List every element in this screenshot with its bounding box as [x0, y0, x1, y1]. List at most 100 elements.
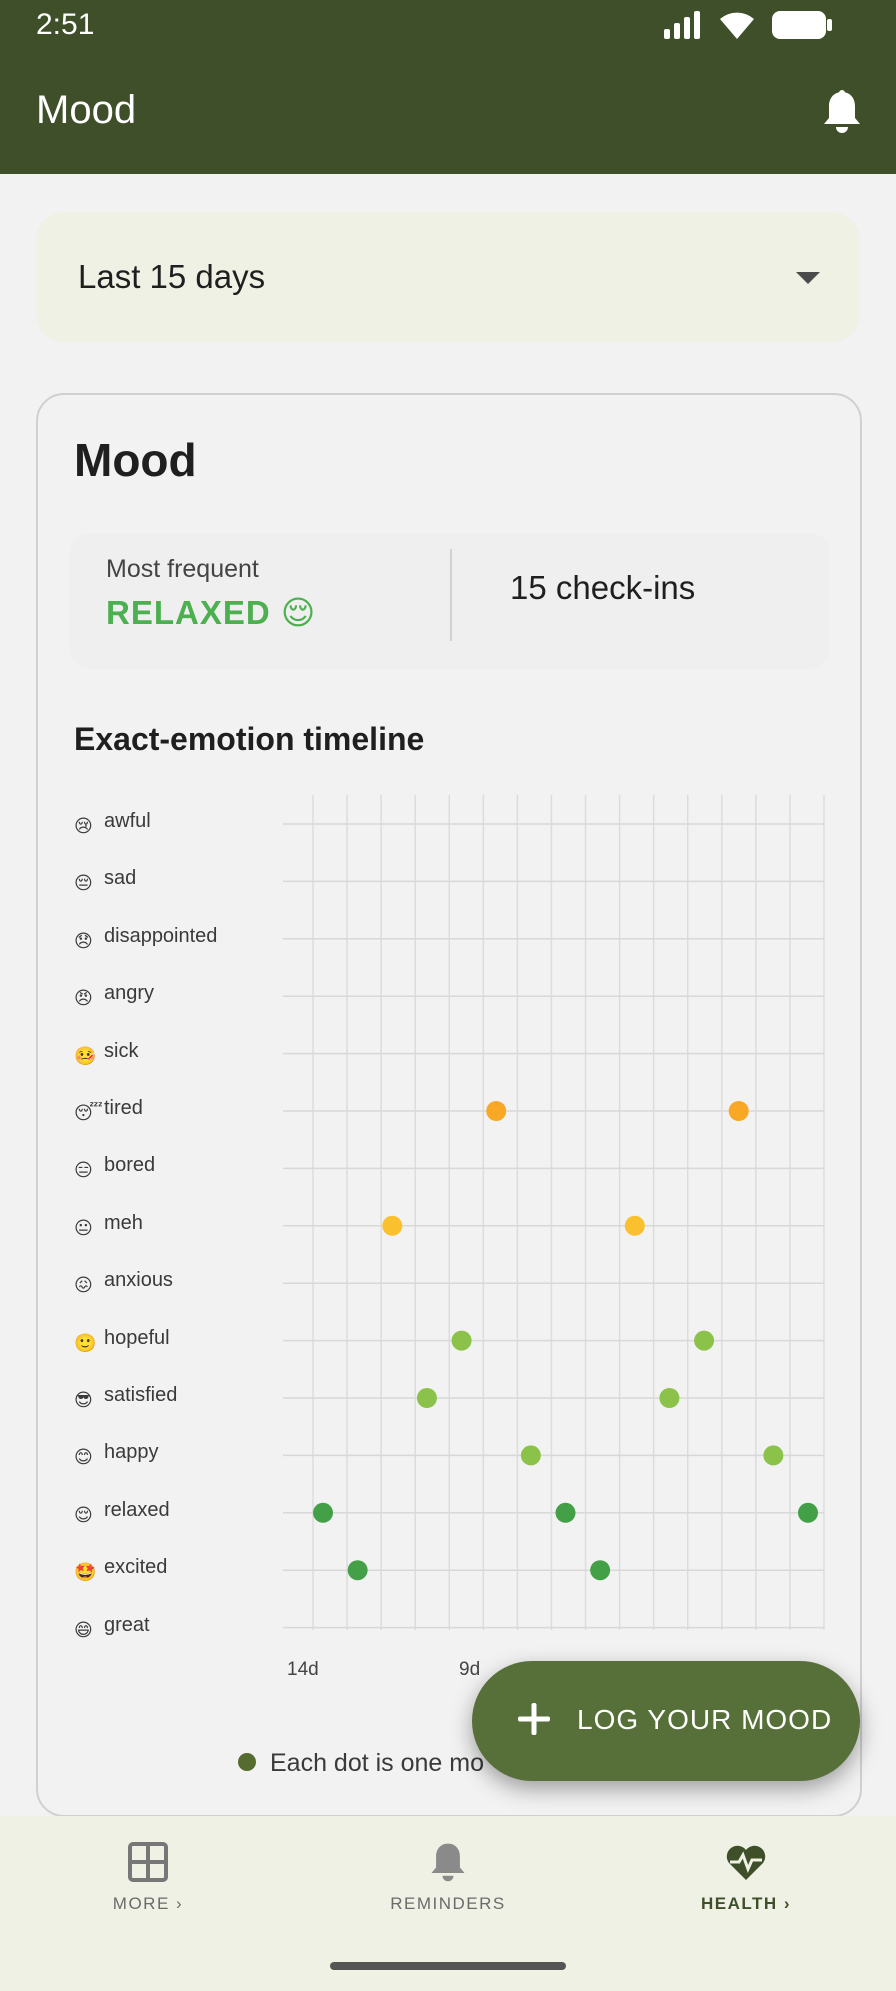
- emotion-name: sick: [104, 1039, 139, 1062]
- emotion-name: meh: [104, 1211, 143, 1234]
- chart-legend: Each dot is one mo: [238, 1749, 484, 1778]
- emotion-label-angry: 😠 angry: [74, 982, 154, 1012]
- mood-point-happy[interactable]: [520, 1445, 541, 1466]
- nav-more-label: MORE: [112, 1894, 170, 1913]
- emotion-name: angry: [104, 982, 155, 1005]
- mood-point-meh[interactable]: [624, 1215, 645, 1236]
- mood-point-satisfied[interactable]: [416, 1388, 437, 1408]
- x-tick-label: 14d: [287, 1659, 319, 1680]
- emotion-label-sick: 🤒 sick: [74, 1040, 138, 1070]
- emotion-label-disappointed: 😞 disappointed: [74, 925, 217, 955]
- emotion-emoji: 🤩: [74, 1562, 97, 1583]
- date-range-dropdown[interactable]: Last 15 days: [36, 212, 860, 342]
- bottom-navigation: MORE › REMINDERS HEALTH ›: [0, 1816, 896, 1991]
- mood-point-relaxed[interactable]: [798, 1502, 818, 1523]
- status-bar: 2:51: [0, 0, 896, 52]
- battery-icon: [772, 11, 832, 39]
- emotion-emoji: 😠: [74, 988, 93, 1009]
- emotion-label-anxious: 😖 anxious: [74, 1269, 173, 1299]
- nav-item-health[interactable]: HEALTH ›: [646, 1840, 846, 1914]
- mood-point-relaxed[interactable]: [313, 1502, 333, 1523]
- status-icons: [664, 10, 832, 40]
- most-frequent-label: Most frequent: [106, 555, 259, 583]
- checkins-count: 15 check-ins: [510, 569, 696, 606]
- emotion-emoji: 😢: [74, 816, 93, 836]
- emotion-emoji: 😔: [74, 873, 93, 894]
- emotion-name: tired: [104, 1097, 143, 1119]
- mood-point-tired[interactable]: [728, 1101, 749, 1121]
- emotion-label-awful: 😢 awful: [74, 810, 151, 840]
- wifi-icon: [720, 12, 754, 39]
- card-title: Mood: [74, 434, 197, 486]
- app-bar: Mood: [0, 52, 896, 174]
- mood-card: Mood Most frequent RELAXED 😌 15 check-in…: [36, 393, 862, 1817]
- grid-icon: [128, 1842, 168, 1882]
- emotion-label-excited: 🤩 excited: [74, 1556, 167, 1586]
- mood-point-excited[interactable]: [347, 1560, 368, 1581]
- emotion-name: sad: [104, 867, 137, 890]
- home-indicator: [330, 1962, 566, 1970]
- emotion-name: anxious: [104, 1269, 173, 1292]
- most-frequent-value: RELAXED 😌: [106, 594, 317, 631]
- emotion-emoji: 🤒: [74, 1045, 97, 1066]
- chevron-down-icon: [796, 272, 820, 284]
- emotion-emoji: 😄: [74, 1619, 93, 1640]
- emotion-name: disappointed: [104, 924, 218, 947]
- stats-divider: [450, 549, 452, 641]
- mood-point-satisfied[interactable]: [659, 1388, 680, 1408]
- emotion-label-hopeful: 🙂 hopeful: [74, 1327, 170, 1357]
- emotion-emoji: 😖: [74, 1275, 93, 1296]
- nav-item-reminders[interactable]: REMINDERS: [348, 1840, 548, 1914]
- emotion-label-satisfied: 😎 satisfied: [74, 1384, 177, 1414]
- mood-point-relaxed[interactable]: [555, 1502, 576, 1523]
- emotion-name: excited: [104, 1556, 168, 1579]
- signal-icon: [664, 11, 700, 39]
- emotion-emoji: 🙂: [74, 1332, 97, 1353]
- mood-point-meh[interactable]: [382, 1215, 403, 1236]
- page-title: Mood: [36, 88, 137, 132]
- emotion-label-sad: 😔 sad: [74, 867, 136, 897]
- x-tick-label: 9d: [459, 1659, 480, 1680]
- emotion-emoji: 😐: [74, 1217, 93, 1238]
- nav-item-more[interactable]: MORE ›: [48, 1840, 248, 1914]
- mood-stats: Most frequent RELAXED 😌 15 check-ins: [70, 533, 830, 669]
- mood-point-hopeful[interactable]: [451, 1330, 472, 1351]
- emotion-emoji: 😞: [74, 930, 93, 951]
- timeline-title: Exact-emotion timeline: [74, 721, 425, 757]
- log-mood-label: LOG YOUR MOOD: [577, 1704, 833, 1735]
- status-time: 2:51: [36, 8, 95, 41]
- emotion-emoji: 😑: [74, 1160, 93, 1181]
- emotion-name: bored: [104, 1154, 156, 1177]
- emotion-name: hopeful: [104, 1326, 170, 1349]
- mood-point-excited[interactable]: [590, 1560, 611, 1581]
- emotion-name: relaxed: [104, 1498, 170, 1521]
- emotion-name: happy: [104, 1441, 159, 1464]
- emotion-label-tired: 😴tired: [74, 1097, 143, 1127]
- nav-health-label: HEALTH: [700, 1894, 778, 1913]
- emotion-timeline-chart: 14d 9d: [283, 795, 825, 1680]
- log-mood-button[interactable]: LOG YOUR MOOD: [472, 1661, 860, 1781]
- nav-reminders-label: REMINDERS: [390, 1894, 506, 1913]
- emotion-emoji: 😌: [74, 1504, 93, 1525]
- date-range-value: Last 15 days: [78, 258, 266, 295]
- plus-icon: [518, 1703, 550, 1735]
- emotion-label-happy: 😊 happy: [74, 1441, 159, 1471]
- emotion-name: satisfied: [104, 1384, 178, 1406]
- emotion-label-meh: 😐 meh: [74, 1212, 143, 1242]
- emotion-emoji: 😎: [74, 1390, 93, 1410]
- emotion-label-bored: 😑 bored: [74, 1154, 155, 1184]
- mood-point-happy[interactable]: [763, 1445, 784, 1466]
- emotion-name: great: [104, 1613, 150, 1636]
- mood-point-tired[interactable]: [486, 1101, 507, 1121]
- notifications-bell-icon[interactable]: [820, 88, 864, 136]
- emotion-name: awful: [104, 810, 151, 832]
- heart-pulse-icon: [726, 1845, 766, 1880]
- legend-dot: [238, 1753, 256, 1771]
- emotion-label-great: 😄 great: [74, 1614, 150, 1644]
- legend-text: Each dot is one mo: [270, 1749, 485, 1777]
- emotion-label-relaxed: 😌 relaxed: [74, 1499, 170, 1529]
- mood-point-hopeful[interactable]: [694, 1330, 715, 1351]
- emotion-emoji: 😊: [74, 1447, 93, 1468]
- bell-icon: [431, 1843, 465, 1882]
- emotion-emoji: 😴: [74, 1103, 103, 1123]
